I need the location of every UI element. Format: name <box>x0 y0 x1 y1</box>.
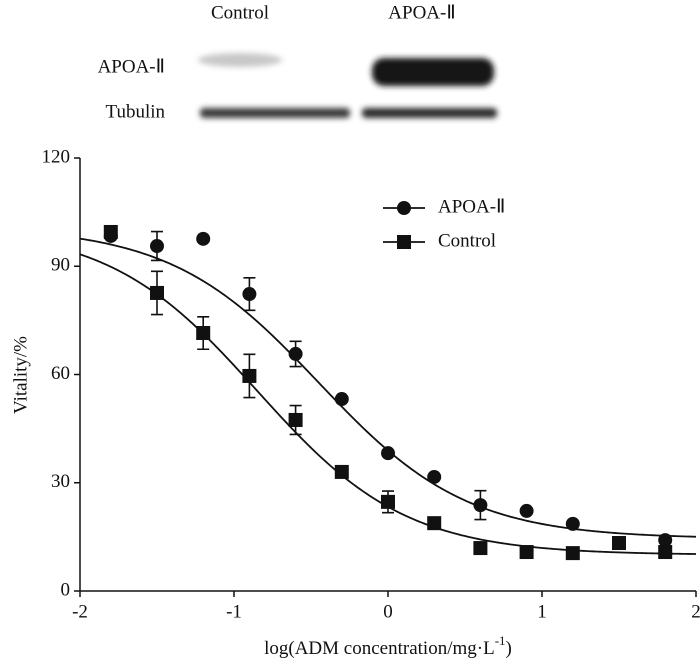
blot-column-label: APOA-Ⅱ <box>388 2 455 23</box>
y-tick-label: 60 <box>51 363 70 384</box>
marker <box>381 494 395 509</box>
marker <box>658 545 673 560</box>
blot-column-label: Control <box>211 2 269 23</box>
marker <box>334 464 349 479</box>
x-axis-label: log(ADM concentration/mg·L-1) <box>264 633 512 659</box>
marker <box>150 285 164 300</box>
legend-label: APOA-Ⅱ <box>438 196 505 217</box>
blot-bands <box>198 53 497 118</box>
marker <box>658 533 673 548</box>
marker <box>427 469 442 484</box>
x-axis-label-suffix: ) <box>506 638 512 659</box>
x-tick-label: 1 <box>537 601 547 622</box>
marker <box>381 446 395 461</box>
marker <box>519 545 534 560</box>
x-tick-label: 2 <box>691 601 700 622</box>
blot-band <box>198 53 282 67</box>
x-tick-label: -1 <box>226 601 242 622</box>
x-axis-label-sup: -1 <box>495 633 506 648</box>
marker <box>196 231 211 246</box>
marker <box>150 239 164 254</box>
x-tick-label: 0 <box>383 601 393 622</box>
blot-band <box>362 108 497 118</box>
blot-row-label: Tubulin <box>106 101 166 122</box>
marker <box>612 536 626 551</box>
marker <box>196 326 211 341</box>
marker <box>473 541 488 556</box>
marker <box>427 516 442 531</box>
legend-marker <box>397 235 411 249</box>
y-axis-label: Vitality/% <box>10 336 31 414</box>
marker <box>334 392 349 407</box>
marker <box>288 346 303 361</box>
blot-row-label: APOA-Ⅱ <box>98 56 165 77</box>
y-tick-label: 0 <box>61 579 71 600</box>
marker <box>565 516 580 531</box>
legend-label: Control <box>438 230 496 251</box>
y-tick-label: 30 <box>51 471 70 492</box>
x-axis-label-text: log(ADM concentration/mg·L <box>264 638 495 659</box>
marker <box>565 546 580 561</box>
marker <box>242 287 257 302</box>
marker <box>473 498 488 513</box>
y-tick-label: 90 <box>51 255 70 276</box>
marker <box>288 412 303 427</box>
x-tick-label: -2 <box>72 601 88 622</box>
y-tick-label: 120 <box>42 146 71 167</box>
blot-band <box>372 58 494 86</box>
marker <box>242 368 257 383</box>
blot-band <box>200 108 350 118</box>
marker <box>103 224 118 239</box>
legend-marker <box>397 201 411 215</box>
marker <box>519 503 534 518</box>
